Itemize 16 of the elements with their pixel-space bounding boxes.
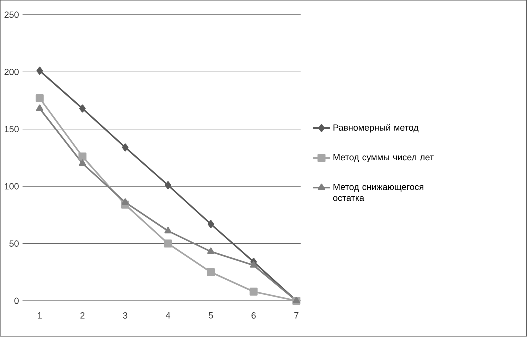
y-tick-label: 100: [5, 183, 19, 190]
x-tick-label: 2: [80, 312, 85, 319]
legend-label: Равномерный метод: [334, 124, 419, 133]
y-tick-label: 150: [5, 126, 19, 133]
x-tick-label: 3: [123, 312, 128, 319]
legend-label: Метод суммы чисел лет: [334, 154, 434, 162]
y-tick-label: 250: [4, 12, 19, 18]
x-tick-label: 5: [208, 312, 214, 319]
x-tick-label: 7: [294, 312, 299, 319]
x-tick-label: 4: [166, 312, 171, 319]
y-tick-label: 0: [14, 298, 19, 304]
x-tick-label: 1: [38, 312, 42, 319]
legend-label: Метод снижающегося остатка: [333, 184, 424, 202]
y-tick-label: 50: [10, 240, 19, 247]
y-tick-label: 200: [4, 68, 19, 76]
x-tick-label: 6: [252, 312, 256, 319]
